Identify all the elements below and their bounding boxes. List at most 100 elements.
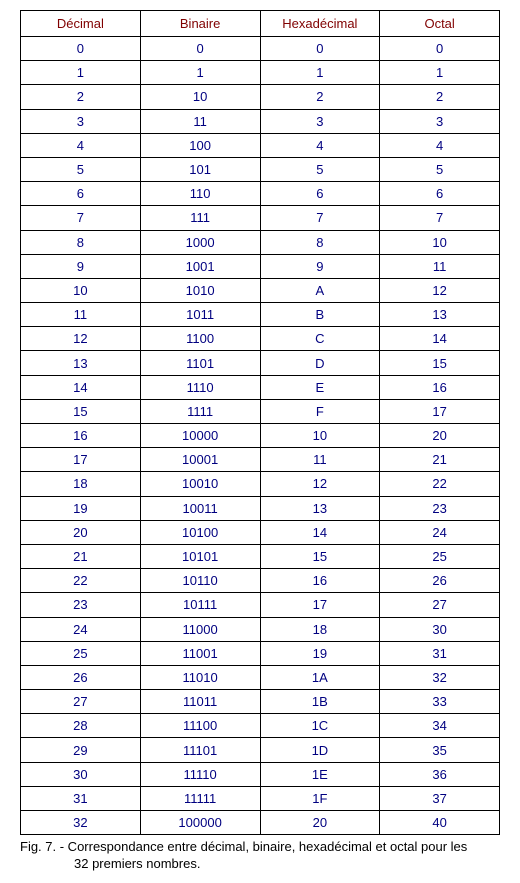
table-cell: 4 [380,133,500,157]
table-cell: 32 [380,665,500,689]
table-cell: 22 [380,472,500,496]
table-cell: 1110 [140,375,260,399]
table-cell: 27 [380,593,500,617]
table-cell: 7 [21,206,141,230]
table-cell: 10 [260,424,380,448]
table-cell: C [260,327,380,351]
table-cell: 3 [380,109,500,133]
table-cell: 10000 [140,424,260,448]
table-cell: 1C [260,714,380,738]
table-cell: 11 [21,303,141,327]
table-cell: 1D [260,738,380,762]
table-cell: 10110 [140,569,260,593]
table-cell: 0 [21,37,141,61]
table-row: 111011B13 [21,303,500,327]
table-cell: 11 [260,448,380,472]
conversion-table-container: Décimal Binaire Hexadécimal Octal 000011… [20,10,500,835]
table-cell: 2 [21,85,141,109]
table-cell: 6 [21,182,141,206]
table-cell: 1 [380,61,500,85]
table-cell: 21 [380,448,500,472]
table-row: 21101011525 [21,544,500,568]
table-cell: 11110 [140,762,260,786]
table-cell: 1 [260,61,380,85]
table-cell: 18 [260,617,380,641]
table-cell: 15 [380,351,500,375]
table-cell: 10010 [140,472,260,496]
table-cell: 1011 [140,303,260,327]
table-cell: 8 [260,230,380,254]
conversion-table: Décimal Binaire Hexadécimal Octal 000011… [20,10,500,835]
table-cell: 26 [380,569,500,593]
table-row: 18100101222 [21,472,500,496]
table-cell: 20 [260,811,380,835]
table-cell: 1101 [140,351,260,375]
table-cell: 1E [260,762,380,786]
table-cell: 6 [260,182,380,206]
table-cell: 1111 [140,399,260,423]
table-cell: 40 [380,811,500,835]
table-cell: 0 [380,37,500,61]
table-row: 26110101A32 [21,665,500,689]
table-cell: 17 [21,448,141,472]
table-cell: 1F [260,786,380,810]
table-body: 0000111121022311334100445101556110667111… [21,37,500,835]
table-row: 27110111B33 [21,690,500,714]
table-cell: 3 [21,109,141,133]
table-cell: 6 [380,182,500,206]
table-cell: 20 [21,520,141,544]
table-cell: A [260,278,380,302]
table-cell: 37 [380,786,500,810]
table-header-row: Décimal Binaire Hexadécimal Octal [21,11,500,37]
table-cell: 17 [380,399,500,423]
table-cell: 14 [260,520,380,544]
table-cell: 19 [260,641,380,665]
table-cell: 10100 [140,520,260,544]
table-cell: 25 [380,544,500,568]
table-cell: 11 [380,254,500,278]
table-cell: 31 [21,786,141,810]
table-cell: 13 [21,351,141,375]
table-cell: 12 [21,327,141,351]
table-row: 321000002040 [21,811,500,835]
table-cell: 15 [21,399,141,423]
table-cell: 10 [21,278,141,302]
table-cell: 11100 [140,714,260,738]
table-row: 21022 [21,85,500,109]
table-row: 101010A12 [21,278,500,302]
table-cell: 22 [21,569,141,593]
table-cell: 30 [21,762,141,786]
table-row: 81000810 [21,230,500,254]
table-cell: 2 [380,85,500,109]
table-cell: E [260,375,380,399]
figure-caption: Fig. 7. - Correspondance entre décimal, … [20,839,500,873]
table-cell: 11010 [140,665,260,689]
table-cell: 1001 [140,254,260,278]
table-cell: 12 [380,278,500,302]
table-cell: 26 [21,665,141,689]
table-row: 151111F17 [21,399,500,423]
table-cell: 10011 [140,496,260,520]
table-cell: 18 [21,472,141,496]
table-cell: 15 [260,544,380,568]
table-cell: 110 [140,182,260,206]
table-cell: 34 [380,714,500,738]
col-header-binaire: Binaire [140,11,260,37]
table-cell: 27 [21,690,141,714]
table-cell: 16 [260,569,380,593]
table-cell: 28 [21,714,141,738]
table-cell: 0 [260,37,380,61]
table-cell: 7 [380,206,500,230]
table-cell: 11111 [140,786,260,810]
table-row: 141110E16 [21,375,500,399]
table-row: 16100001020 [21,424,500,448]
table-cell: 100 [140,133,260,157]
table-cell: 20 [380,424,500,448]
table-cell: 101 [140,157,260,181]
table-cell: 10111 [140,593,260,617]
table-cell: 24 [380,520,500,544]
table-cell: 1100 [140,327,260,351]
table-row: 131101D15 [21,351,500,375]
table-cell: 1 [21,61,141,85]
table-cell: 11011 [140,690,260,714]
